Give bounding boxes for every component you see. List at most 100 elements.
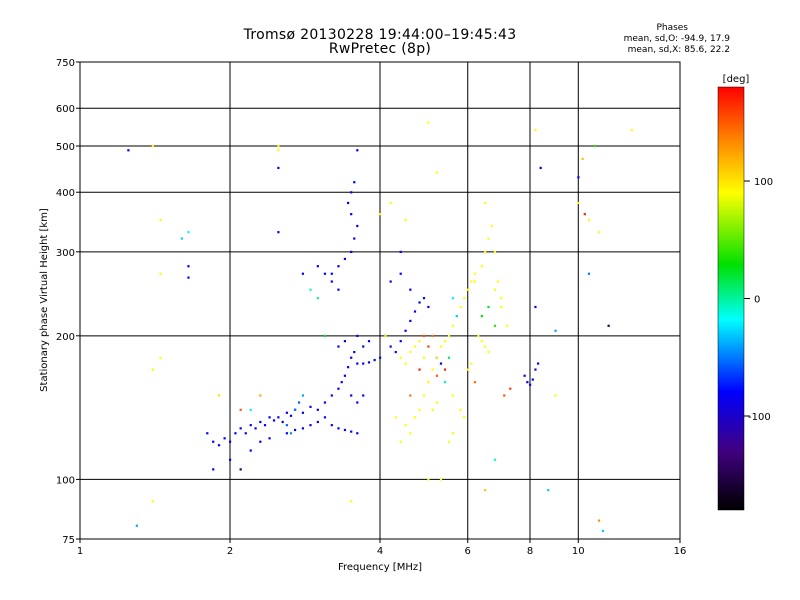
point-misc — [451, 297, 455, 300]
point-o — [343, 428, 347, 432]
point-misc — [135, 524, 138, 527]
colorbar: [deg] 100 0 -100 — [717, 74, 773, 511]
point-o — [229, 458, 232, 461]
point-o — [523, 374, 526, 377]
point-o — [263, 424, 267, 427]
y-axis-ticks: 75 100 200 300 400 500 600 750 — [56, 58, 80, 546]
point-o — [373, 358, 376, 362]
point-x — [500, 305, 503, 309]
point-x — [427, 121, 430, 124]
point-x — [451, 324, 455, 327]
point-x — [379, 213, 382, 216]
point-o — [337, 387, 340, 390]
point-o — [404, 329, 407, 332]
point-o — [346, 201, 350, 205]
point-o — [277, 416, 280, 419]
point-o — [350, 394, 353, 397]
point-x — [384, 334, 387, 338]
point-misc — [249, 408, 252, 411]
point-misc — [239, 408, 242, 411]
point-x — [151, 368, 155, 371]
point-misc — [180, 237, 183, 240]
point-misc — [554, 329, 557, 332]
point-o — [309, 405, 312, 408]
point-o — [413, 310, 417, 313]
point-o — [281, 420, 284, 424]
point-misc — [431, 334, 434, 338]
point-x — [350, 500, 353, 503]
point-x — [422, 394, 426, 397]
point-x — [439, 478, 443, 481]
point-o — [534, 305, 537, 309]
point-x — [151, 144, 155, 148]
point-misc — [443, 368, 447, 371]
point-x — [427, 381, 430, 384]
x-axis-ticks: 1 2 4 6 8 10 16 — [77, 539, 687, 557]
x-tick-label: 16 — [674, 546, 687, 557]
point-o — [353, 181, 356, 184]
point-x — [630, 129, 633, 132]
point-x — [413, 345, 417, 348]
point-o — [244, 432, 247, 435]
y-tick-label: 500 — [56, 142, 75, 153]
point-o — [268, 437, 271, 440]
point-misc — [187, 231, 190, 234]
point-o — [316, 265, 319, 268]
point-misc — [447, 356, 451, 359]
point-x — [473, 272, 477, 275]
y-tick-label: 600 — [56, 104, 75, 115]
point-o — [346, 366, 350, 369]
point-x — [435, 401, 438, 404]
point-o — [356, 149, 359, 152]
point-misc — [316, 297, 319, 300]
point-o — [367, 361, 371, 364]
point-o — [217, 444, 221, 447]
point-o — [526, 381, 529, 384]
point-o — [353, 237, 356, 240]
point-o — [285, 411, 288, 414]
point-x — [466, 368, 469, 371]
point-x — [459, 305, 462, 309]
y-tick-label: 100 — [56, 475, 75, 486]
y-tick-label: 400 — [56, 188, 75, 199]
point-x — [487, 237, 490, 240]
point-x — [484, 250, 487, 254]
point-x — [418, 408, 421, 411]
point-o — [362, 362, 365, 365]
point-x — [459, 408, 462, 411]
point-x — [463, 297, 466, 300]
point-o — [418, 301, 421, 304]
point-x — [470, 362, 473, 365]
colorbar-ticks: 100 0 -100 — [744, 177, 773, 423]
point-misc — [587, 272, 591, 275]
point-o — [343, 340, 347, 343]
point-x — [409, 432, 412, 435]
phases-header: Phases — [656, 23, 688, 33]
point-o — [577, 176, 580, 179]
point-o — [254, 427, 257, 430]
point-o — [399, 272, 402, 275]
y-axis-label: Stationary phase Virtual Height [km] — [39, 208, 50, 392]
point-x — [418, 340, 421, 343]
point-o — [316, 408, 319, 411]
point-o — [301, 427, 305, 430]
x-tick-label: 1 — [77, 546, 83, 557]
point-o — [529, 383, 532, 386]
point-x — [439, 345, 443, 348]
point-o — [289, 414, 293, 417]
point-misc — [418, 368, 421, 371]
point-misc — [217, 394, 221, 397]
colorbar-tick-label: 0 — [754, 295, 760, 306]
point-o — [249, 449, 252, 452]
point-x — [496, 280, 500, 283]
point-misc — [593, 144, 597, 148]
colorbar-label: [deg] — [723, 74, 750, 85]
point-o — [316, 420, 319, 424]
point-x — [554, 394, 557, 397]
point-o — [206, 432, 209, 435]
point-x — [435, 171, 438, 174]
point-o — [277, 166, 280, 170]
point-o — [353, 350, 356, 354]
x-tick-label: 10 — [572, 546, 585, 557]
